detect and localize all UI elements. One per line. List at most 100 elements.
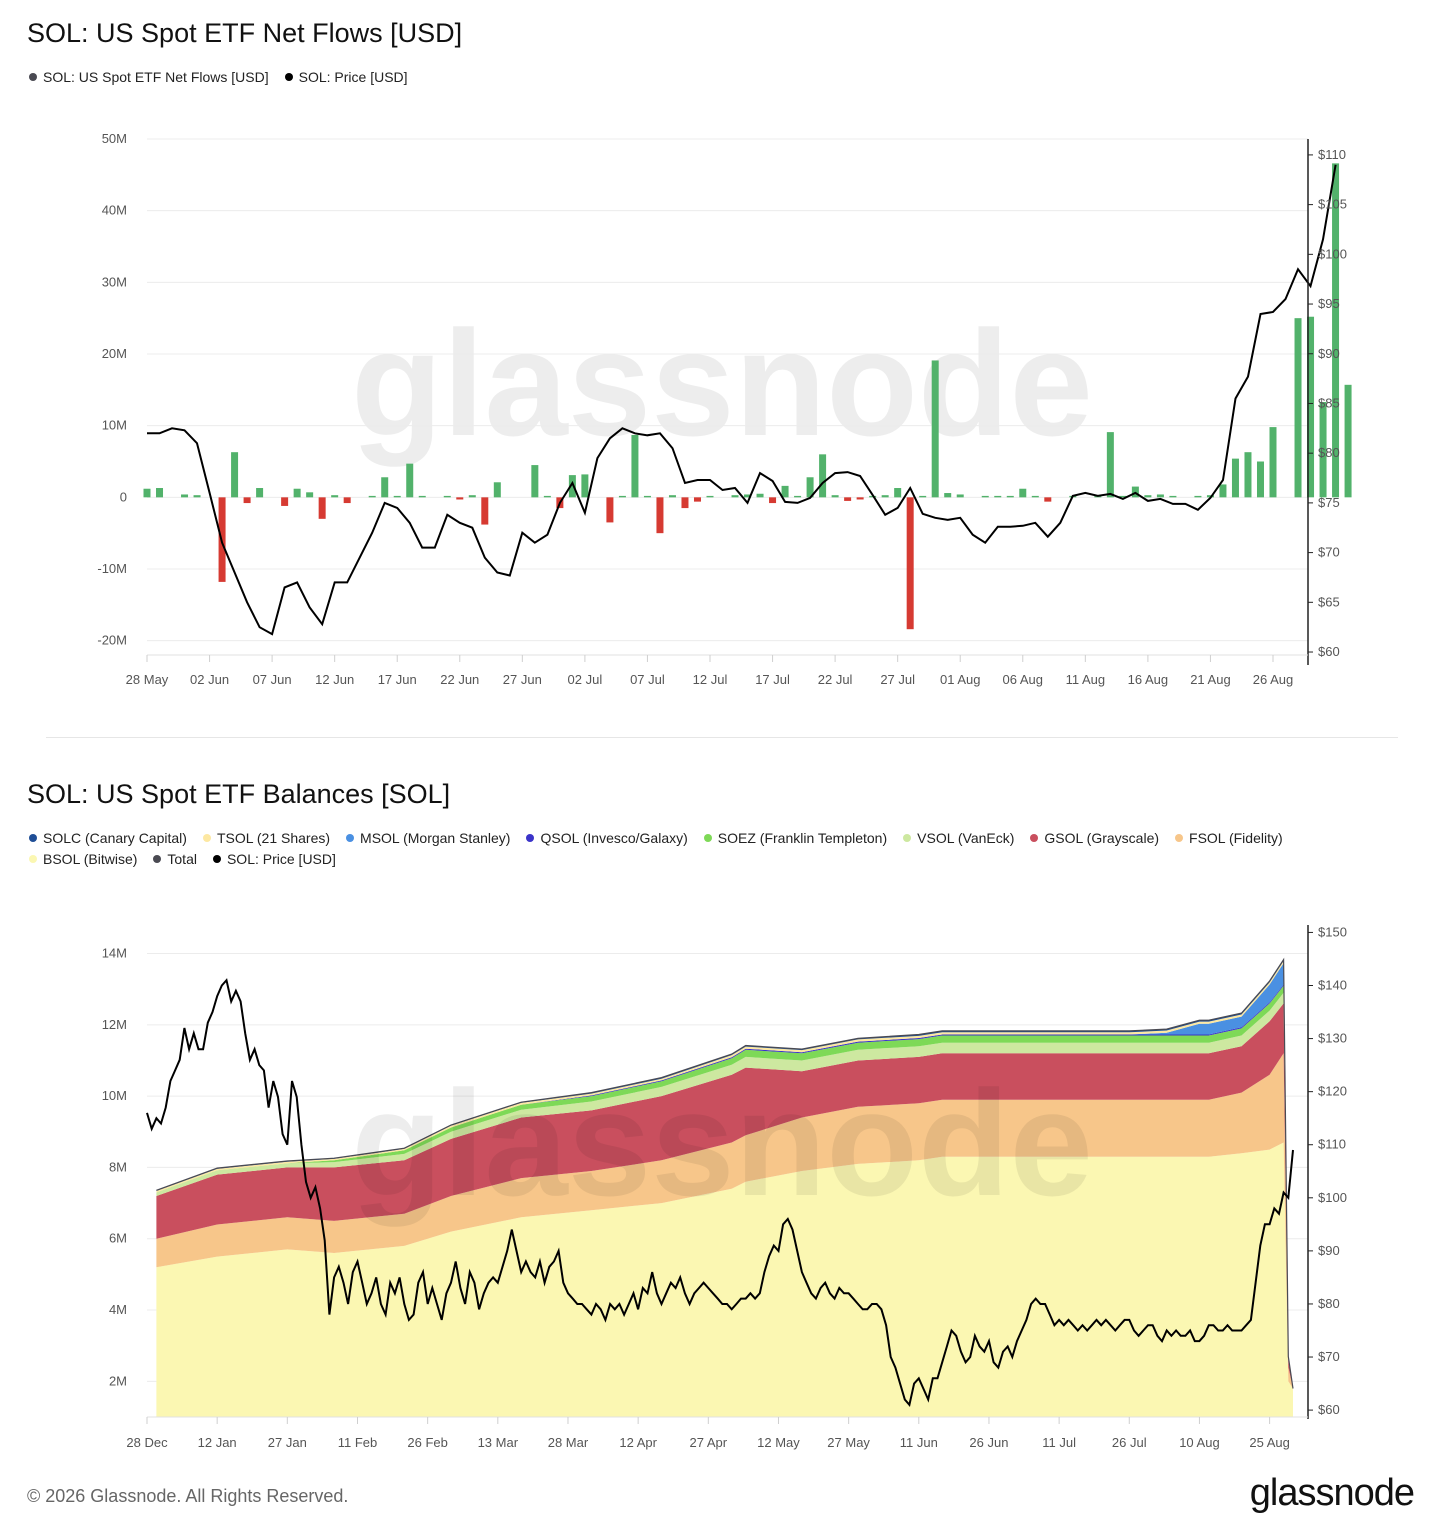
flow-bar: [1307, 316, 1315, 498]
flow-bar: [456, 497, 464, 500]
x-tick-label: 17 Jul: [755, 672, 790, 687]
area-series: [156, 1003, 1293, 1389]
legend-label: MSOL (Morgan Stanley): [360, 830, 511, 846]
y2-tick-label: $110: [1318, 147, 1346, 162]
legend-dot-icon: [212, 855, 221, 863]
x-tick-label: 26 Feb: [407, 1435, 447, 1450]
flow-bar: [856, 497, 864, 500]
flow-bar: [493, 482, 501, 498]
flow-bar: [281, 497, 289, 506]
flow-bar: [468, 495, 476, 498]
x-tick-label: 26 Jul: [1112, 1435, 1147, 1450]
legend-label: VSOL (VanEck): [917, 830, 1015, 846]
legend-dot-icon: [526, 834, 535, 842]
legend-item[interactable]: SOEZ (Franklin Templeton): [703, 828, 887, 849]
y-tick-label: 6M: [109, 1231, 127, 1246]
y-tick-label: 14M: [102, 946, 127, 961]
flow-bar: [844, 497, 852, 501]
flow-bar: [806, 477, 814, 498]
area-series: [156, 1053, 1293, 1389]
y-tick-label: 20M: [102, 346, 127, 361]
x-tick-label: 27 Jan: [268, 1435, 307, 1450]
flow-bar: [656, 497, 664, 534]
chart1-watermark: glassnode: [351, 299, 1093, 467]
flow-bar: [994, 495, 1002, 498]
flow-bar: [931, 360, 939, 498]
chart2-title: SOL: US Spot ETF Balances [SOL]: [27, 779, 451, 809]
x-tick-label: 12 Jun: [315, 672, 354, 687]
flow-bar: [443, 495, 451, 498]
legend-item[interactable]: VSOL (VanEck): [903, 828, 1014, 849]
legend-dot-icon: [29, 73, 37, 81]
total-line: [156, 957, 1294, 1389]
y-tick-label: 0: [120, 489, 127, 504]
flow-bar: [1006, 495, 1014, 498]
y-tick-label: 8M: [109, 1159, 127, 1174]
flow-bar: [256, 488, 264, 498]
y2-tick-label: $90: [1318, 346, 1340, 361]
x-tick-label: 28 May: [126, 672, 169, 687]
x-tick-label: 13 Mar: [478, 1435, 519, 1450]
flow-bar: [956, 494, 964, 498]
legend-item[interactable]: BSOL (Bitwise): [29, 849, 137, 870]
x-tick-label: 07 Jul: [630, 672, 665, 687]
legend-label: QSOL (Invesco/Galaxy): [540, 830, 688, 846]
flow-bar: [231, 452, 239, 498]
x-tick-label: 27 May: [827, 1435, 870, 1450]
legend-dot-icon: [29, 834, 37, 842]
flow-bar: [306, 492, 314, 498]
chart2-legend: SOLC (Canary Capital) TSOL (21 Shares) MSO…: [29, 828, 1409, 870]
y-tick-label: 50M: [102, 131, 127, 146]
legend-label: TSOL (21 Shares): [216, 830, 331, 846]
flow-bar: [881, 495, 889, 498]
legend-item[interactable]: GSOL (Grayscale): [1030, 828, 1159, 849]
legend-item[interactable]: FSOL (Fidelity): [1175, 828, 1283, 849]
flow-bar: [744, 494, 752, 498]
legend-item[interactable]: SOL: US Spot ETF Net Flows [USD]: [29, 67, 269, 88]
flow-bar: [181, 494, 189, 498]
legend-dot-icon: [1175, 834, 1184, 842]
y-tick-label: 4M: [109, 1302, 127, 1317]
legend-label: Total: [167, 851, 197, 867]
y2-tick-label: $140: [1318, 978, 1347, 993]
flow-bar: [193, 495, 201, 498]
legend-dot-icon: [29, 855, 37, 863]
legend-item[interactable]: Total: [153, 849, 197, 870]
flow-bar: [1256, 461, 1264, 498]
y2-tick-label: $70: [1318, 545, 1340, 560]
legend-dot-icon: [903, 834, 912, 842]
legend-item[interactable]: SOL: Price [USD]: [284, 67, 408, 88]
flow-bar: [819, 454, 827, 498]
legend-item[interactable]: SOL: Price [USD]: [212, 849, 336, 870]
flow-bar: [1344, 384, 1352, 498]
flow-bar: [581, 474, 589, 498]
flow-bar: [393, 495, 401, 498]
flow-bar: [693, 497, 701, 502]
y2-tick-label: $95: [1318, 296, 1340, 311]
legend-dot-icon: [1030, 834, 1039, 842]
y2-tick-label: $100: [1318, 246, 1347, 261]
legend-item[interactable]: MSOL (Morgan Stanley): [346, 828, 510, 849]
legend-item[interactable]: SOLC (Canary Capital): [29, 828, 187, 849]
legend-item[interactable]: QSOL (Invesco/Galaxy): [526, 828, 688, 849]
flow-bar: [368, 495, 376, 498]
flow-bar: [143, 488, 151, 498]
flow-bar: [944, 493, 952, 498]
legend-item[interactable]: TSOL (21 Shares): [202, 828, 331, 849]
y2-tick-label: $85: [1318, 395, 1340, 410]
legend-label: GSOL (Grayscale): [1044, 830, 1160, 846]
chart2-balances: glassnode 2M 4M 6M 8M 10M 12M 14M $60 $70 $80 $90 $…: [102, 924, 1347, 1450]
flow-bar: [618, 495, 626, 498]
y-tick-label: -20M: [97, 633, 127, 648]
x-tick-label: 06 Aug: [1003, 672, 1044, 687]
flow-bar: [1319, 402, 1327, 498]
y2-tick-label: $120: [1318, 1084, 1347, 1099]
flow-bar: [481, 497, 489, 525]
legend-label: BSOL (Bitwise): [43, 851, 138, 867]
flow-bar: [606, 497, 614, 523]
x-tick-label: 22 Jun: [440, 672, 479, 687]
x-tick-label: 28 Mar: [548, 1435, 589, 1450]
flow-bar: [406, 463, 414, 498]
y2-tick-label: $130: [1318, 1031, 1347, 1046]
flow-bar: [1106, 432, 1114, 498]
